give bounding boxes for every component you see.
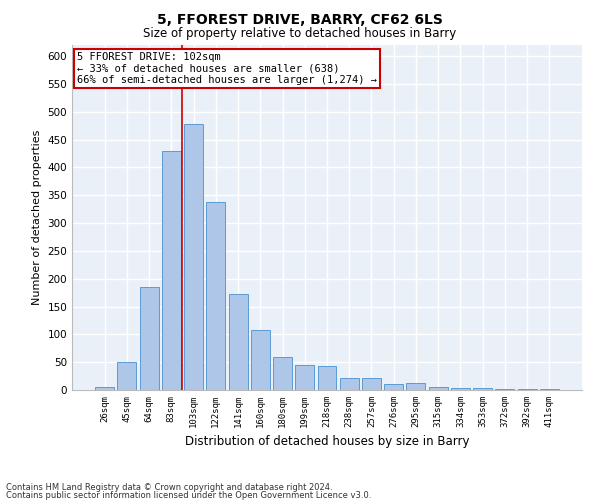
X-axis label: Distribution of detached houses by size in Barry: Distribution of detached houses by size … [185,436,469,448]
Bar [295,365,314,390]
Bar [540,389,559,390]
Bar [206,202,225,390]
Bar [118,362,136,390]
Bar [518,389,536,390]
Bar [429,387,448,390]
Text: Contains public sector information licensed under the Open Government Licence v3: Contains public sector information licen… [6,490,371,500]
Bar [162,150,181,390]
Bar [384,384,403,390]
Bar [473,388,492,390]
Bar [317,366,337,390]
Bar [95,387,114,390]
Text: Contains HM Land Registry data © Crown copyright and database right 2024.: Contains HM Land Registry data © Crown c… [6,484,332,492]
Text: 5, FFOREST DRIVE, BARRY, CF62 6LS: 5, FFOREST DRIVE, BARRY, CF62 6LS [157,12,443,26]
Bar [251,330,270,390]
Text: Size of property relative to detached houses in Barry: Size of property relative to detached ho… [143,28,457,40]
Y-axis label: Number of detached properties: Number of detached properties [32,130,42,305]
Bar [184,124,203,390]
Bar [362,378,381,390]
Bar [406,384,425,390]
Text: 5 FFOREST DRIVE: 102sqm
← 33% of detached houses are smaller (638)
66% of semi-d: 5 FFOREST DRIVE: 102sqm ← 33% of detache… [77,52,377,85]
Bar [340,378,359,390]
Bar [140,287,158,390]
Bar [273,356,292,390]
Bar [229,294,248,390]
Bar [451,388,470,390]
